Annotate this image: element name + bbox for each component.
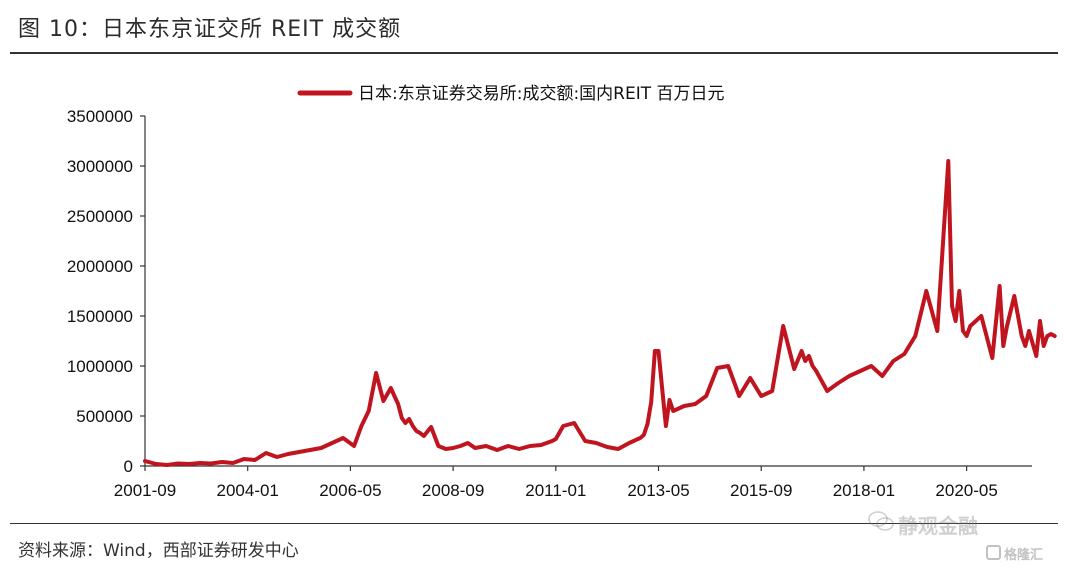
y-tick-label: 3500000 [67, 107, 133, 126]
y-tick-label: 3000000 [67, 157, 133, 176]
gelonghui-logo-text: 格隆汇 [1004, 548, 1044, 563]
legend-label: 日本:东京证券交易所:成交额:国内REIT 百万日元 [358, 84, 725, 104]
wechat-icon [868, 511, 894, 531]
y-tick-label: 0 [124, 457, 133, 476]
y-tick-label: 2000000 [67, 257, 133, 276]
x-tick-label: 2006-05 [319, 481, 381, 500]
x-tick-label: 2001-09 [114, 481, 176, 500]
x-tick-label: 2013-05 [627, 481, 689, 500]
watermark-text: 静观金融 [898, 514, 978, 538]
chart: 0 500000 1000000 1500000 2000000 2500000 30000… [67, 84, 1057, 500]
x-tick-label: 2011-01 [525, 481, 586, 500]
x-tick-label: 2015-09 [730, 481, 792, 500]
y-tick-label: 1500000 [67, 307, 133, 326]
series-line [143, 159, 1057, 467]
x-tick-label: 2018-01 [833, 481, 895, 500]
y-tick-label: 2500000 [67, 207, 133, 226]
x-tick-label: 2020-05 [935, 481, 997, 500]
x-tick-label: 2008-09 [422, 481, 484, 500]
bottom-rule [10, 523, 1058, 524]
source-note: 资料来源：Wind，西部证券研发中心 [18, 541, 299, 561]
gelonghui-logo-icon [986, 545, 1001, 560]
figure-title: 图 10：日本东京证交所 REIT 成交额 [18, 17, 402, 42]
y-tick-label: 500000 [76, 407, 133, 426]
y-tick-label: 1000000 [67, 357, 133, 376]
x-tick-label: 2004-01 [217, 481, 279, 500]
top-rule [10, 52, 1058, 54]
